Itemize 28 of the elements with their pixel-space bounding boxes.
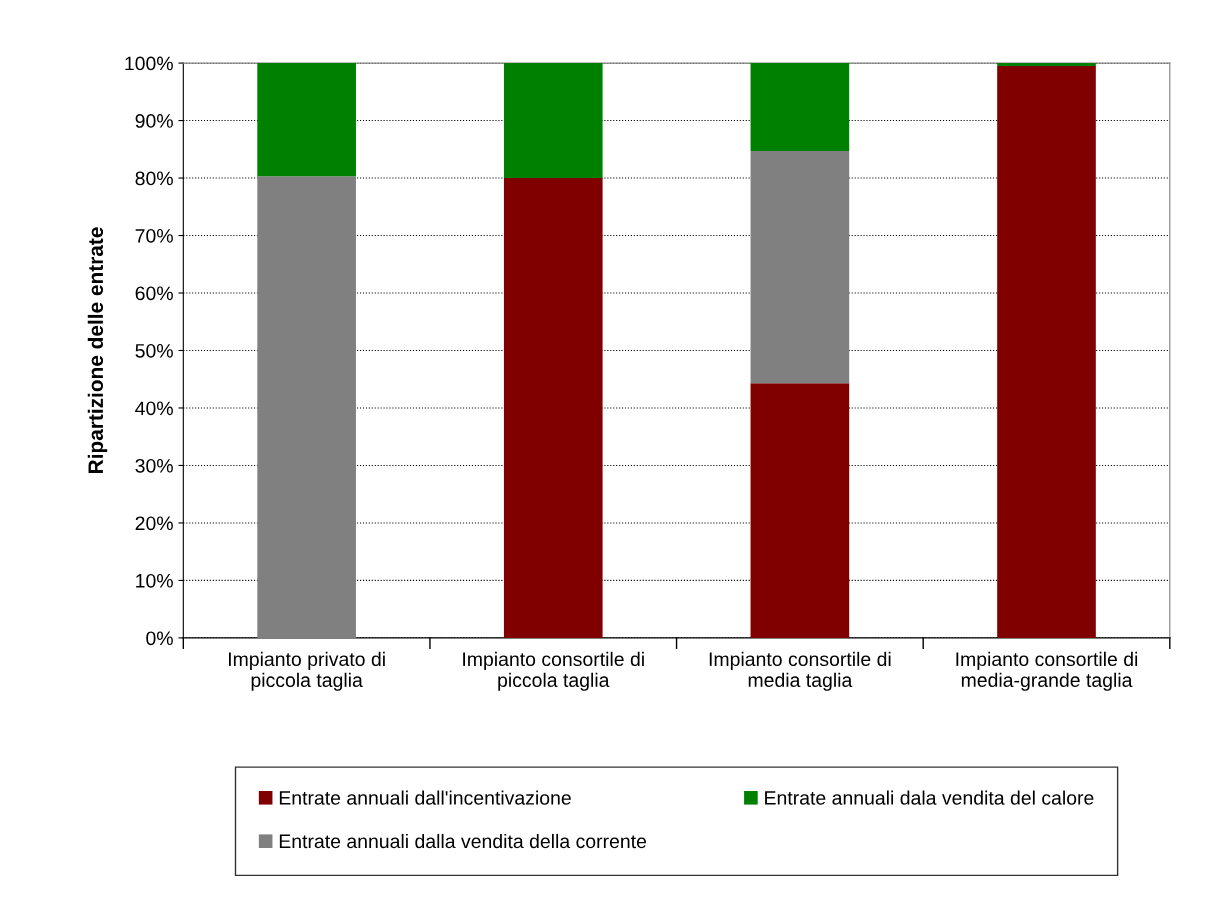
bar xyxy=(997,63,1096,66)
y-axis-title: Ripartizione delle entrate xyxy=(87,227,108,473)
x-tick-label: Impianto privato di piccola taglia xyxy=(228,651,385,691)
bar xyxy=(257,63,356,177)
y-tick-label: 40% xyxy=(135,401,173,416)
bar xyxy=(750,63,850,152)
y-tick-label: 50% xyxy=(135,343,173,358)
bar xyxy=(257,176,356,638)
bar xyxy=(997,65,1096,638)
x-tick-label: Impianto consortile di piccola taglia xyxy=(463,651,644,691)
bar xyxy=(750,151,850,384)
x-tick-label: Impianto consortile di media taglia xyxy=(709,651,891,691)
legend-label: Entrate annuali dall'incentivazione xyxy=(279,790,571,805)
legend-label: Entrate annuali dala vendita del calore xyxy=(765,790,1094,805)
legend-label: Entrate annuali dalla vendita della corrente xyxy=(279,833,647,849)
y-tick-label: 30% xyxy=(135,458,173,473)
bar xyxy=(503,63,603,179)
y-tick-label: 70% xyxy=(135,228,173,243)
y-tick-label: 10% xyxy=(136,573,173,588)
y-tick-label: 20% xyxy=(135,516,173,531)
y-tick-label: 60% xyxy=(135,286,173,301)
bar xyxy=(503,178,603,638)
x-tick-label: Impianto consortile di media-grande taglia xyxy=(956,651,1138,691)
y-tick-label: 100% xyxy=(125,56,173,71)
y-tick-label: 80% xyxy=(135,171,173,186)
y-tick-label: 0% xyxy=(146,631,173,646)
bar xyxy=(750,383,850,638)
y-tick-label: 90% xyxy=(135,114,173,128)
